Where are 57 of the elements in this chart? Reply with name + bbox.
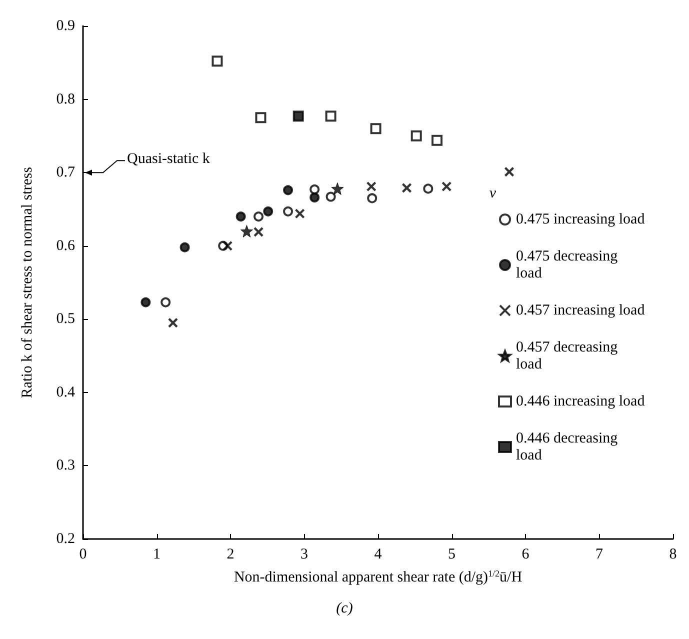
x-tick-label: 6	[522, 546, 530, 562]
point	[366, 181, 376, 192]
text: (c)	[336, 600, 353, 616]
y-tick-label: 0.2	[56, 531, 75, 547]
point	[310, 192, 320, 202]
point	[168, 318, 178, 328]
point	[140, 297, 151, 308]
point	[326, 192, 336, 202]
x-tick-label: 2	[226, 546, 234, 562]
point	[263, 206, 274, 216]
point	[331, 182, 344, 195]
y-tick-label: 0.6	[56, 238, 76, 254]
x-tick-label: 5	[448, 546, 456, 562]
point	[160, 297, 171, 308]
x-tick-label: 3	[300, 546, 308, 562]
point	[423, 184, 434, 194]
annotation: Quasi-static k	[127, 151, 210, 168]
point	[504, 166, 514, 177]
point	[370, 123, 382, 134]
point	[410, 130, 422, 142]
x-tick-label: 4	[374, 546, 382, 562]
x-tick-label: 7	[596, 546, 604, 562]
point	[240, 224, 253, 238]
point	[180, 242, 190, 252]
point	[294, 208, 305, 219]
legend-label: 0.446 decreasing load	[516, 430, 622, 464]
legend-label: 0.457 increasing load	[516, 302, 646, 318]
y-tick-label: 0.8	[56, 91, 75, 108]
legend-title: ν	[489, 186, 496, 202]
legend-label: 0.457 decreasing load	[516, 340, 622, 372]
y-tick-label: 0.3	[56, 458, 75, 474]
point	[222, 240, 233, 251]
y-tick-label: 0.7	[56, 164, 76, 181]
point	[441, 181, 452, 192]
legend-label: 0.475 decreasing load	[516, 248, 622, 282]
point	[236, 212, 246, 222]
y-tick-label: 0.5	[56, 311, 75, 328]
point	[253, 226, 264, 238]
point	[283, 185, 294, 196]
point	[402, 182, 412, 194]
point	[255, 112, 266, 124]
point	[283, 206, 294, 216]
y-tick-label: 0.4	[56, 384, 76, 400]
legend-label: 0.475 increasing load	[516, 212, 646, 228]
point	[292, 110, 304, 122]
point	[254, 212, 264, 222]
y-tick-label: 0.9	[56, 18, 75, 34]
x-tick-label: 0	[79, 546, 87, 562]
point	[212, 56, 223, 67]
legend-label: 0.446 increasing load	[516, 394, 646, 410]
x-tick-label: 1	[153, 546, 160, 562]
x-tick-label: 8	[669, 546, 677, 562]
point	[310, 184, 320, 194]
y-axis-title: Ratio k of shear stress to normal stress	[20, 166, 36, 398]
point	[367, 193, 378, 204]
point	[325, 110, 336, 122]
point	[432, 134, 442, 146]
